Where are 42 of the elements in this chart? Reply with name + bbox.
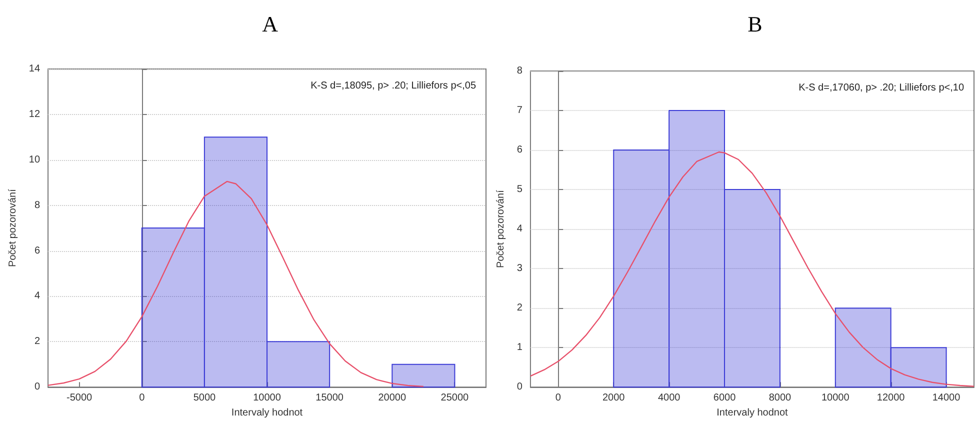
annotation: K-S d=,17060, p> .20; Lilliefors p<,10: [798, 82, 964, 94]
x-tick-label: 4000: [658, 392, 681, 404]
chart-title: A: [262, 12, 278, 36]
line-series: [47, 180, 424, 388]
x-tick-label: 20000: [378, 392, 406, 404]
y-tick-label: 5: [516, 184, 523, 196]
x-tick-label: 0: [555, 392, 562, 404]
y-tick-label: 0: [516, 382, 523, 393]
y-axis-title: Počet pozorování: [8, 188, 18, 267]
y-tick-label: 4: [34, 290, 40, 302]
y-tick-label: 1: [516, 342, 523, 354]
x-tick-label: 8000: [768, 392, 792, 404]
y-tick-label: 2: [516, 302, 523, 314]
y-tick-label: 8: [34, 200, 40, 211]
y-tick-label: 7: [516, 105, 523, 116]
x-tick-label: 6000: [713, 392, 736, 404]
x-tick-label: 0: [139, 392, 146, 404]
y-tick-label: 3: [516, 263, 523, 274]
x-tick-label: 5000: [193, 392, 216, 404]
x-tick-label: 10000: [821, 392, 850, 404]
y-axis-title: Počet pozorování: [496, 190, 506, 268]
x-tick-label: -5000: [66, 392, 93, 404]
y-tick-label: 6: [34, 245, 40, 256]
x-tick-label: 10000: [253, 392, 282, 404]
y-tick-label: 12: [28, 108, 40, 120]
chart-title: B: [748, 12, 762, 36]
x-axis-title: Intervaly hodnot: [716, 408, 788, 418]
y-tick-label: 8: [516, 66, 523, 76]
line-series: [530, 151, 975, 387]
y-tick-label: 4: [516, 224, 523, 235]
x-tick-label: 15000: [316, 392, 344, 404]
annotation: K-S d=,18095, p> .20; Lilliefors p<,05: [310, 80, 476, 92]
y-tick-label: 6: [516, 144, 523, 156]
x-tick-label: 2000: [602, 392, 626, 404]
x-tick-label: 14000: [932, 392, 961, 404]
x-tick-label: 25000: [440, 392, 470, 404]
y-tick-label: 10: [28, 154, 40, 166]
y-tick-label: 0: [34, 382, 40, 393]
x-tick-label: 12000: [876, 392, 906, 404]
x-axis-title: Intervaly hodnot: [231, 408, 303, 418]
y-tick-label: 2: [34, 336, 40, 348]
y-tick-label: 14: [28, 64, 40, 74]
